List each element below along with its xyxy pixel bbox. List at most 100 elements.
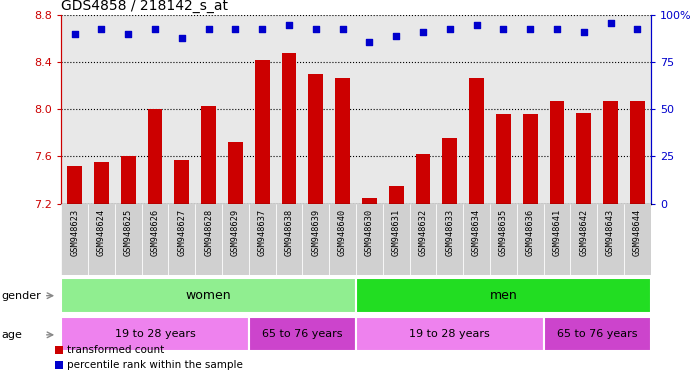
Text: GSM948626: GSM948626 xyxy=(150,209,159,257)
Bar xyxy=(302,204,329,275)
Text: 19 to 28 years: 19 to 28 years xyxy=(115,329,196,339)
Text: GSM948627: GSM948627 xyxy=(177,209,187,257)
Text: percentile rank within the sample: percentile rank within the sample xyxy=(67,360,243,370)
Bar xyxy=(249,317,356,351)
Point xyxy=(310,25,322,31)
Bar xyxy=(443,138,457,204)
Text: GSM948625: GSM948625 xyxy=(124,209,133,257)
Bar xyxy=(175,160,189,204)
Point xyxy=(203,25,214,31)
Bar xyxy=(383,204,409,275)
Text: GSM948638: GSM948638 xyxy=(285,209,294,257)
Bar xyxy=(121,157,136,204)
Bar xyxy=(603,101,618,204)
Bar xyxy=(523,114,537,204)
Bar xyxy=(550,101,564,204)
Bar xyxy=(249,204,276,275)
Bar xyxy=(356,204,383,275)
Bar xyxy=(409,204,436,275)
Bar xyxy=(389,186,404,204)
Text: GSM948624: GSM948624 xyxy=(97,209,106,257)
Point xyxy=(364,39,375,45)
Bar xyxy=(61,204,88,275)
Point xyxy=(551,25,562,31)
Point xyxy=(230,25,241,31)
Text: GSM948640: GSM948640 xyxy=(338,209,347,257)
Bar xyxy=(496,114,511,204)
Text: GSM948635: GSM948635 xyxy=(499,209,508,257)
Bar xyxy=(222,204,249,275)
Bar xyxy=(516,204,544,275)
Bar xyxy=(282,53,296,204)
Text: GSM948643: GSM948643 xyxy=(606,209,615,257)
Point xyxy=(390,33,402,39)
Bar xyxy=(544,317,651,351)
Text: GSM948634: GSM948634 xyxy=(472,209,481,257)
Bar xyxy=(55,361,63,369)
Text: GSM948642: GSM948642 xyxy=(579,209,588,257)
Bar xyxy=(490,204,516,275)
Text: GSM948628: GSM948628 xyxy=(204,209,213,257)
Bar xyxy=(469,78,484,204)
Point xyxy=(176,35,187,41)
Text: men: men xyxy=(489,289,517,302)
Bar xyxy=(576,113,591,204)
Text: GSM948641: GSM948641 xyxy=(553,209,562,257)
Bar xyxy=(464,204,490,275)
Bar xyxy=(335,78,350,204)
Text: gender: gender xyxy=(1,291,41,301)
Bar xyxy=(68,166,82,204)
Point xyxy=(257,25,268,31)
Bar xyxy=(436,204,464,275)
Point xyxy=(578,29,590,35)
Text: GSM948630: GSM948630 xyxy=(365,209,374,257)
Text: transformed count: transformed count xyxy=(67,345,164,355)
Text: GSM948636: GSM948636 xyxy=(525,209,535,257)
Text: GSM948637: GSM948637 xyxy=(258,209,267,257)
Bar xyxy=(276,204,302,275)
Bar xyxy=(329,204,356,275)
Text: 65 to 76 years: 65 to 76 years xyxy=(557,329,638,339)
Bar xyxy=(142,204,168,275)
Bar xyxy=(356,317,544,351)
Text: women: women xyxy=(186,289,232,302)
Point xyxy=(418,29,429,35)
Point xyxy=(122,31,134,37)
Bar xyxy=(597,204,624,275)
Text: GSM948631: GSM948631 xyxy=(392,209,401,257)
Text: GSM948644: GSM948644 xyxy=(633,209,642,257)
Bar xyxy=(61,278,356,313)
Text: GSM948632: GSM948632 xyxy=(418,209,427,257)
Text: 65 to 76 years: 65 to 76 years xyxy=(262,329,342,339)
Point xyxy=(150,25,161,31)
Bar xyxy=(148,109,162,204)
Bar xyxy=(630,101,644,204)
Text: GSM948639: GSM948639 xyxy=(311,209,320,257)
Point xyxy=(444,25,455,31)
Bar xyxy=(55,346,63,354)
Bar xyxy=(94,162,109,204)
Point xyxy=(498,25,509,31)
Point xyxy=(96,25,107,31)
Point xyxy=(632,25,643,31)
Text: GSM948633: GSM948633 xyxy=(445,209,454,257)
Point xyxy=(283,22,294,28)
Point xyxy=(605,20,616,26)
Bar xyxy=(115,204,142,275)
Text: GSM948623: GSM948623 xyxy=(70,209,79,257)
Bar xyxy=(168,204,195,275)
Point xyxy=(471,22,482,28)
Bar xyxy=(416,154,430,204)
Point xyxy=(525,25,536,31)
Bar xyxy=(356,278,651,313)
Bar xyxy=(195,204,222,275)
Text: age: age xyxy=(1,330,22,340)
Bar xyxy=(255,60,269,204)
Bar xyxy=(362,198,377,204)
Bar xyxy=(308,74,323,204)
Bar xyxy=(228,142,243,204)
Bar xyxy=(88,204,115,275)
Text: GDS4858 / 218142_s_at: GDS4858 / 218142_s_at xyxy=(61,0,228,13)
Text: GSM948629: GSM948629 xyxy=(231,209,240,257)
Bar xyxy=(201,106,216,204)
